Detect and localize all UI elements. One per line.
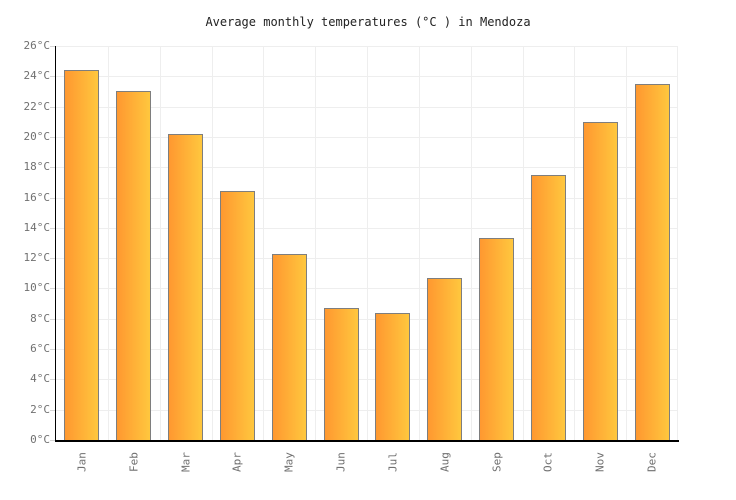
bar-sep xyxy=(479,238,514,440)
bar-nov xyxy=(583,122,618,440)
bar-oct xyxy=(531,175,566,440)
gridline-vertical xyxy=(315,46,316,440)
y-axis-tick xyxy=(50,137,55,138)
y-axis-tick-label: 2°C xyxy=(30,403,50,416)
x-axis-label-dec: Dec xyxy=(645,452,659,472)
x-axis-label-oct: Oct xyxy=(541,452,555,472)
gridline-vertical xyxy=(523,46,524,440)
y-axis-tick xyxy=(50,319,55,320)
bar-mar xyxy=(168,134,203,440)
gridline-vertical xyxy=(419,46,420,440)
chart-title: Average monthly temperatures (°C ) in Me… xyxy=(205,15,531,29)
y-axis-tick xyxy=(50,258,55,259)
x-axis-label-jun: Jun xyxy=(334,452,348,472)
y-axis-tick xyxy=(50,167,55,168)
x-axis-line xyxy=(55,440,679,442)
bar-dec xyxy=(635,84,670,440)
x-axis-label-mar: Mar xyxy=(179,452,193,472)
y-axis-tick-label: 4°C xyxy=(30,372,50,385)
y-axis-tick xyxy=(50,440,55,441)
y-axis-tick-label: 10°C xyxy=(23,281,51,294)
gridline-vertical xyxy=(626,46,627,440)
bar-apr xyxy=(220,191,255,440)
gridline-vertical xyxy=(212,46,213,440)
y-axis-tick-label: 6°C xyxy=(30,342,50,355)
x-axis-label-sep: Sep xyxy=(490,452,504,472)
gridline-vertical xyxy=(160,46,161,440)
x-axis-label-nov: Nov xyxy=(593,452,607,472)
gridline-vertical xyxy=(574,46,575,440)
y-axis-tick-label: 0°C xyxy=(30,433,50,446)
y-axis-tick xyxy=(50,198,55,199)
x-axis-label-may: May xyxy=(282,452,296,472)
y-axis-tick xyxy=(50,228,55,229)
y-axis-tick xyxy=(50,379,55,380)
y-axis-tick xyxy=(50,349,55,350)
gridline-vertical xyxy=(677,46,678,440)
x-axis-label-apr: Apr xyxy=(230,452,244,472)
bar-jan xyxy=(64,70,99,440)
bar-may xyxy=(272,254,307,440)
y-axis-tick-label: 18°C xyxy=(23,160,51,173)
y-axis-tick xyxy=(50,410,55,411)
y-axis-tick-label: 26°C xyxy=(23,39,51,52)
y-axis-tick-label: 14°C xyxy=(23,221,51,234)
bar-aug xyxy=(427,278,462,440)
gridline-vertical xyxy=(108,46,109,440)
x-axis-label-aug: Aug xyxy=(438,452,452,472)
gridline-vertical xyxy=(471,46,472,440)
bar-feb xyxy=(116,91,151,440)
bar-jun xyxy=(324,308,359,440)
y-axis-tick-label: 8°C xyxy=(30,312,50,325)
x-axis-label-jan: Jan xyxy=(75,452,89,472)
y-axis-tick xyxy=(50,76,55,77)
x-axis-label-jul: Jul xyxy=(386,452,400,472)
y-axis-tick-label: 22°C xyxy=(23,100,51,113)
y-axis-tick-label: 16°C xyxy=(23,191,51,204)
y-axis-tick-label: 12°C xyxy=(23,251,51,264)
y-axis-tick xyxy=(50,46,55,47)
y-axis-tick-label: 24°C xyxy=(23,69,51,82)
gridline-vertical xyxy=(367,46,368,440)
y-axis-line xyxy=(55,46,56,442)
gridline-vertical xyxy=(263,46,264,440)
y-axis-tick xyxy=(50,288,55,289)
y-axis-tick-label: 20°C xyxy=(23,130,51,143)
plot-area xyxy=(56,46,678,440)
bar-jul xyxy=(375,313,410,440)
y-axis-tick xyxy=(50,107,55,108)
x-axis-label-feb: Feb xyxy=(127,452,141,472)
